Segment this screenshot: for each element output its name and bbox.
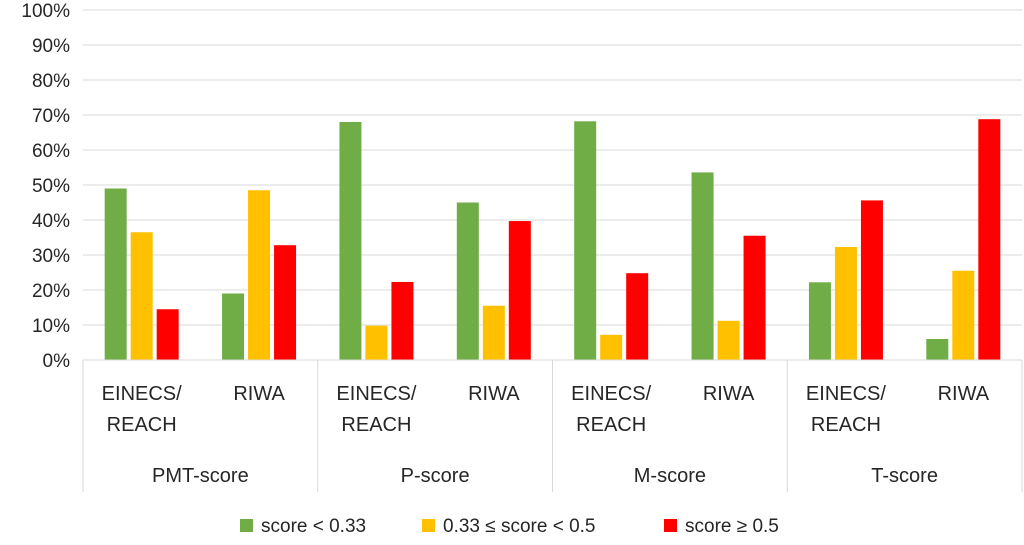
y-tick-label: 90% xyxy=(32,36,70,57)
x-group-label: PMT-score xyxy=(152,465,249,487)
y-tick-label: 30% xyxy=(32,246,70,267)
bar-score-0-33-6 xyxy=(691,172,714,360)
bar-score-0-5-1 xyxy=(156,309,179,360)
bar-0-33-score-0-5-2 xyxy=(248,190,271,360)
bar-0-33-score-0-5-7 xyxy=(834,246,857,360)
y-tick-label: 10% xyxy=(32,316,70,337)
bar-score-0-33-2 xyxy=(222,293,245,360)
legend-label: score < 0.33 xyxy=(261,516,366,537)
x-category-label: RIWA xyxy=(233,383,285,405)
x-group-label: M-score xyxy=(634,465,706,487)
x-category-label: RIWA xyxy=(468,383,520,405)
bar-0-33-score-0-5-3 xyxy=(365,325,388,360)
x-group-label: T-score xyxy=(871,465,938,487)
legend-swatch xyxy=(240,519,253,532)
x-category-label: RIWA xyxy=(938,383,990,405)
bar-score-0-5-4 xyxy=(508,221,531,360)
x-group-label: P-score xyxy=(401,465,470,487)
legend-swatch xyxy=(422,519,435,532)
y-axis-tick-labels: 0% 10% 20% 30% 40% 50% 60% 70% 80% 90% 100% xyxy=(21,1,70,372)
bar-0-33-score-0-5-5 xyxy=(600,334,623,360)
bar-0-33-score-0-5-6 xyxy=(717,320,740,360)
x-category-label: EINECS/REACH xyxy=(806,383,886,436)
bar-score-0-33-3 xyxy=(339,122,362,360)
x-category-label: EINECS/REACH xyxy=(571,383,651,436)
bar-score-0-33-5 xyxy=(574,121,597,360)
x-category-label: EINECS/REACH xyxy=(102,383,182,436)
y-tick-label: 70% xyxy=(32,106,70,127)
x-axis: EINECS/REACH RIWA PMT-score EINECS/REACH RIW… xyxy=(82,359,1023,492)
y-tick-label: 80% xyxy=(32,71,70,92)
bar-score-0-33-7 xyxy=(808,282,831,360)
legend-label: 0.33 ≤ score < 0.5 xyxy=(443,516,596,537)
bar-score-0-5-6 xyxy=(743,235,766,360)
bar-score-0-5-5 xyxy=(626,273,649,360)
bar-score-0-33-4 xyxy=(456,202,479,360)
bar-0-33-score-0-5-1 xyxy=(130,232,153,360)
bar-score-0-33-8 xyxy=(926,339,949,360)
bar-score-0-5-3 xyxy=(391,281,414,360)
y-tick-label: 20% xyxy=(32,281,70,302)
legend: score < 0.33 0.33 ≤ score < 0.5 score ≥ 0.… xyxy=(240,516,779,537)
y-tick-label: 0% xyxy=(43,351,71,372)
bars xyxy=(104,119,1001,360)
x-category-label: RIWA xyxy=(703,383,755,405)
x-category-label: EINECS/REACH xyxy=(336,383,416,436)
legend-swatch xyxy=(664,519,677,532)
y-tick-label: 40% xyxy=(32,211,70,232)
y-tick-label: 60% xyxy=(32,141,70,162)
bar-score-0-5-8 xyxy=(978,119,1001,360)
legend-label: score ≥ 0.5 xyxy=(685,516,779,537)
bar-0-33-score-0-5-8 xyxy=(952,270,975,360)
bar-score-0-5-2 xyxy=(274,245,297,360)
bar-0-33-score-0-5-4 xyxy=(482,305,505,360)
y-tick-label: 100% xyxy=(21,1,70,22)
bar-score-0-5-7 xyxy=(860,200,883,360)
y-tick-label: 50% xyxy=(32,176,70,197)
bar-score-0-33-1 xyxy=(104,188,127,360)
